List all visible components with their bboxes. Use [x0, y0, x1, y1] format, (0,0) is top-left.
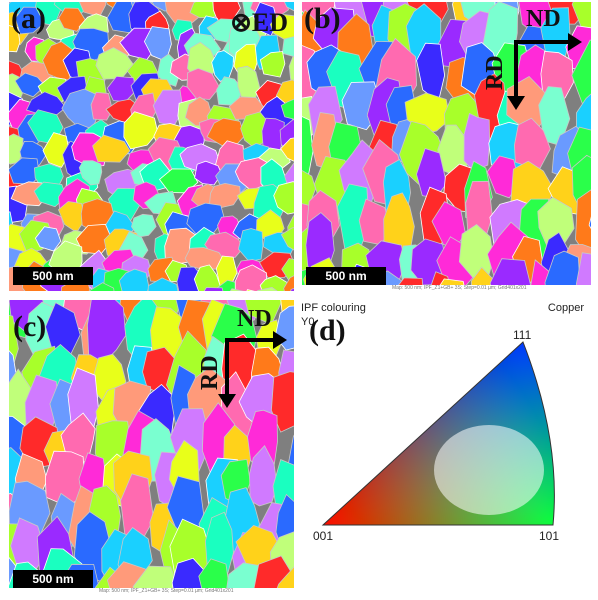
grain	[198, 558, 231, 594]
nd-axis-label-c: ND	[237, 306, 272, 332]
grain	[194, 160, 223, 186]
nd-arrow-c	[225, 331, 287, 349]
grain	[273, 181, 294, 215]
grain	[544, 250, 581, 291]
grain	[280, 137, 294, 162]
scale-bar-c: 500 nm	[13, 570, 93, 588]
panel-label-d: (d)	[309, 314, 346, 347]
grain	[283, 2, 294, 12]
grain	[280, 227, 294, 251]
grain	[106, 75, 137, 103]
grain	[259, 275, 288, 291]
grain	[281, 36, 294, 58]
scale-bar-a: 500 nm	[13, 267, 93, 285]
grain	[193, 264, 222, 291]
scale-bar-b: 500 nm	[306, 267, 386, 285]
rd-arrow-c	[218, 338, 236, 408]
grain	[256, 286, 278, 291]
grain	[249, 445, 278, 507]
nd-axis-label-b: ND	[526, 6, 561, 32]
grain	[280, 98, 294, 120]
ipf-axis: Y0	[301, 316, 315, 328]
grain	[234, 264, 268, 291]
ebsd-map-a: (a) ⊗ED 500 nm	[9, 2, 294, 291]
grain	[92, 134, 131, 163]
ipf-title: IPF colouring	[301, 302, 366, 314]
grain	[237, 228, 264, 263]
grain	[259, 51, 286, 78]
grain	[42, 132, 70, 168]
grain	[90, 91, 113, 121]
corner-001-label: 001	[313, 529, 334, 543]
grain	[14, 6, 45, 35]
panel-label-a: (a)	[11, 2, 46, 35]
grain	[281, 257, 294, 283]
grain	[416, 42, 446, 103]
rd-axis-label-c: RD	[197, 355, 223, 390]
grain	[486, 155, 520, 199]
grain	[246, 289, 255, 291]
grain	[571, 39, 591, 105]
map-footer-c: Map: 500 nm; IPF_Z1+GB+ 3S; Step=0.01 µm…	[9, 588, 294, 594]
grain-map-c	[9, 300, 294, 594]
corner-111-label: 111	[513, 328, 532, 342]
map-footer-b: Map: 500 nm; IPF_Z1+GB+ 3S; Step=0.01 µm…	[302, 285, 591, 291]
grain	[229, 288, 245, 291]
grain	[186, 67, 220, 100]
grain	[283, 275, 294, 291]
grain	[33, 181, 67, 208]
grain	[203, 287, 224, 291]
grain	[575, 252, 591, 291]
extrusion-direction-label: ⊗ED	[230, 8, 288, 37]
grain	[88, 282, 115, 291]
grain-map-b	[302, 2, 591, 291]
grain	[290, 287, 294, 291]
grain	[269, 13, 294, 41]
phase-name: Copper	[547, 302, 584, 314]
grain	[132, 565, 182, 594]
grain	[58, 7, 86, 32]
grain	[123, 111, 159, 150]
grain	[118, 268, 150, 291]
panel-label-b: (b)	[304, 2, 341, 35]
grain	[237, 65, 261, 101]
grain	[463, 112, 491, 172]
ipf-key-panel: IPF colouring Y0 Copper (d)	[299, 300, 598, 600]
grain	[588, 216, 591, 230]
grain	[575, 189, 591, 257]
ipf-triangle	[321, 341, 555, 526]
grain	[131, 213, 157, 238]
grain-map-a	[9, 2, 294, 291]
ebsd-map-b: (b) ND RD 500 nm Map: 500 nm; IPF_Z1+GB+…	[302, 2, 591, 291]
panel-label-c: (c)	[13, 310, 47, 343]
grain	[571, 2, 591, 31]
rd-axis-label-b: RD	[482, 55, 508, 90]
grain	[14, 72, 46, 98]
grain	[9, 25, 21, 53]
rd-arrow-b	[507, 40, 525, 110]
grain	[489, 258, 533, 291]
grain	[288, 55, 294, 85]
grain	[78, 160, 103, 186]
grain	[34, 226, 62, 252]
nd-arrow-b	[514, 33, 582, 51]
grain	[147, 277, 179, 291]
ebsd-map-c: (c) ND RD 500 nm Map: 500 nm; IPF_Z1+GB+…	[9, 300, 294, 594]
grain	[209, 182, 241, 208]
corner-101-label: 101	[539, 529, 560, 543]
